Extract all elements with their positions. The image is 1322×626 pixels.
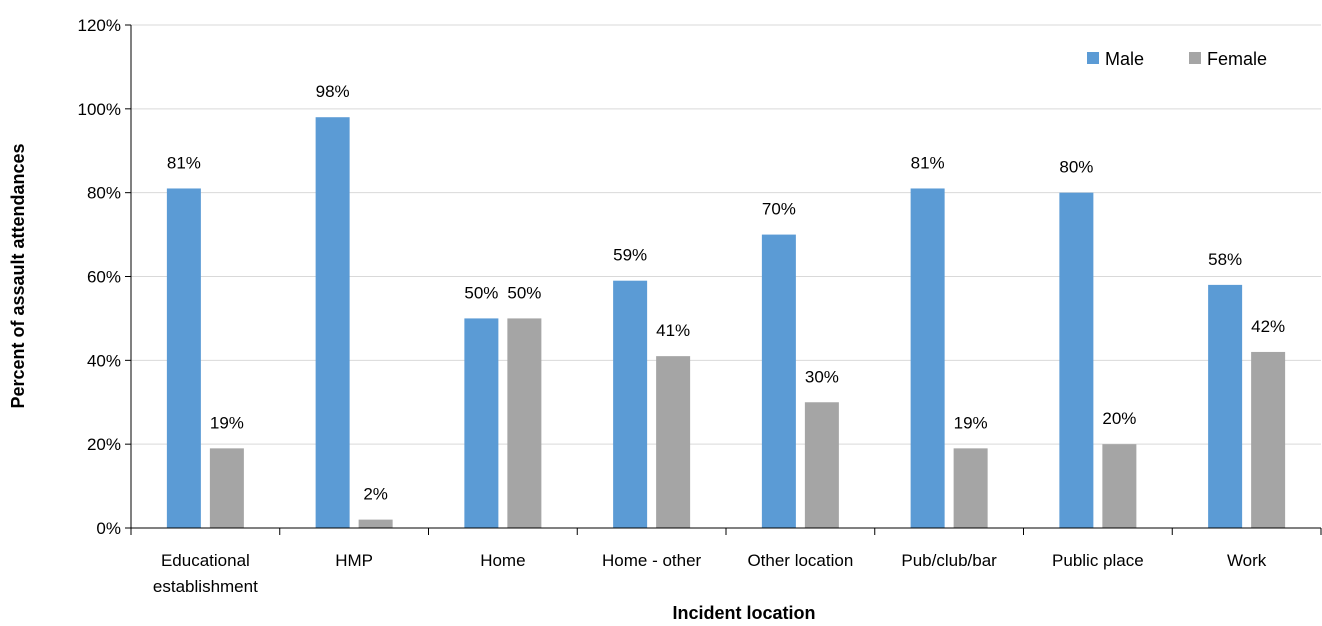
bar-male-1 xyxy=(315,117,350,528)
y-tick-label: 40% xyxy=(87,351,121,370)
x-tick-label: Pub/club/bar xyxy=(901,551,997,570)
data-label-male-0: 81% xyxy=(167,153,201,172)
bar-female-7 xyxy=(1251,351,1286,528)
legend-label-male: Male xyxy=(1105,49,1144,69)
y-tick-label: 20% xyxy=(87,435,121,454)
x-tick-label: HMP xyxy=(335,551,373,570)
bar-female-5 xyxy=(953,448,988,528)
data-label-male-7: 58% xyxy=(1208,250,1242,269)
bar-female-1 xyxy=(358,519,393,528)
bar-female-6 xyxy=(1102,444,1137,528)
legend: Male Female xyxy=(1087,49,1267,69)
data-label-female-5: 19% xyxy=(954,413,988,432)
bar-male-0 xyxy=(166,188,201,528)
data-label-female-6: 20% xyxy=(1102,409,1136,428)
bar-female-3 xyxy=(656,356,691,528)
legend-swatch-male xyxy=(1087,52,1099,64)
data-label-male-1: 98% xyxy=(316,82,350,101)
bar-male-7 xyxy=(1208,284,1243,528)
x-tick-label: Educational establishment xyxy=(153,551,258,596)
data-label-female-3: 41% xyxy=(656,321,690,340)
bar-female-2 xyxy=(507,318,542,528)
y-tick-label: 120% xyxy=(78,16,121,35)
data-label-female-0: 19% xyxy=(210,413,244,432)
data-label-female-1: 2% xyxy=(363,485,388,504)
y-tick-label: 100% xyxy=(78,100,121,119)
y-tick-label: 0% xyxy=(96,519,121,538)
axes xyxy=(125,24,1322,535)
data-label-female-4: 30% xyxy=(805,367,839,386)
x-tick-label: Home - other xyxy=(602,551,702,570)
data-label-male-5: 81% xyxy=(911,153,945,172)
data-label-female-7: 42% xyxy=(1251,317,1285,336)
y-axis-title: Percent of assault attendances xyxy=(8,143,28,408)
y-tick-label: 60% xyxy=(87,268,121,287)
bars xyxy=(166,117,1286,529)
x-tick-labels: Educational establishment HMP Home Home - ot… xyxy=(153,551,1267,596)
bar-male-4 xyxy=(761,234,796,529)
bar-male-6 xyxy=(1059,192,1094,528)
y-tick-label: 80% xyxy=(87,184,121,203)
legend-swatch-female xyxy=(1189,52,1201,64)
bar-female-4 xyxy=(804,402,839,528)
bar-female-0 xyxy=(209,448,244,528)
data-label-male-6: 80% xyxy=(1059,158,1093,177)
gridlines xyxy=(131,24,1321,445)
data-label-female-2: 50% xyxy=(507,283,541,302)
x-tick-label: Home xyxy=(480,551,525,570)
x-tick-label: Public place xyxy=(1052,551,1144,570)
x-axis-title: Incident location xyxy=(672,603,815,623)
legend-label-female: Female xyxy=(1207,49,1267,69)
bar-male-5 xyxy=(910,188,945,528)
bar-male-2 xyxy=(464,318,499,528)
data-labels: 81% 98% 50% 59% 70% 81% 80% 58% 19% 2% 50% 41% 30% 19… xyxy=(167,82,1285,503)
bar-male-3 xyxy=(613,280,648,528)
x-tick-label: Other location xyxy=(747,551,853,570)
data-label-male-4: 70% xyxy=(762,200,796,219)
x-tick-label: Work xyxy=(1227,551,1267,570)
data-label-male-3: 59% xyxy=(613,246,647,265)
y-tick-labels: 0% 20% 40% 60% 80% 100% 120% xyxy=(78,16,121,538)
data-label-male-2: 50% xyxy=(464,283,498,302)
